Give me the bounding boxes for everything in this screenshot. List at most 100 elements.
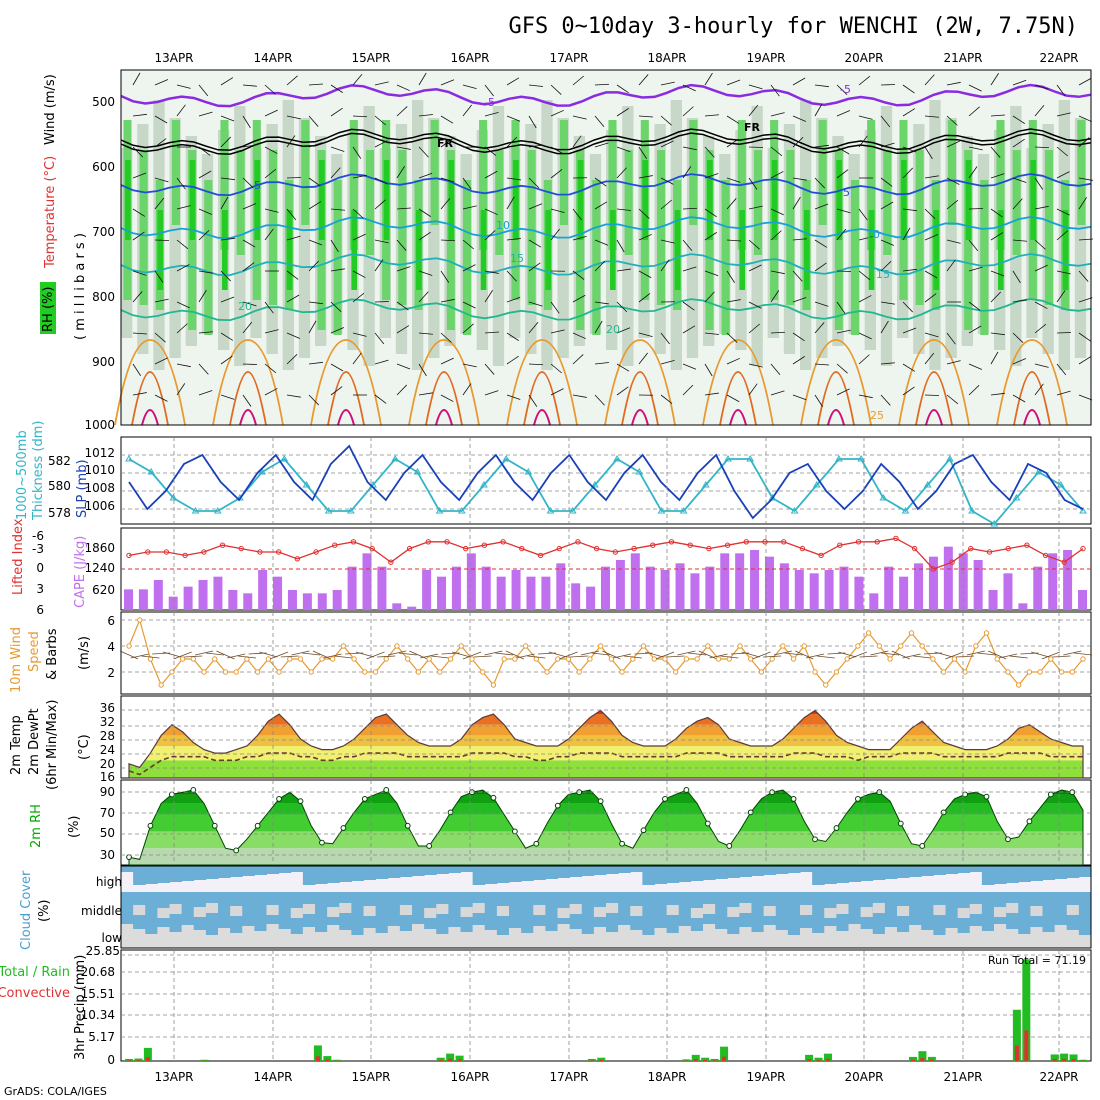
- wind-barb: [330, 268, 345, 272]
- temperature-area: [121, 709, 1091, 779]
- wind-barb: [550, 208, 565, 214]
- wind-speed-point: [565, 656, 572, 662]
- wind-barb: [330, 301, 342, 313]
- precip-total-bar: [927, 1056, 936, 1061]
- wind-barb-10m: [130, 653, 149, 659]
- precip-total-bar: [1069, 1054, 1078, 1061]
- precip-rain-label: Total / Rain: [0, 965, 70, 980]
- thickness-line-marker: [258, 468, 266, 475]
- temp-tick: 36: [100, 701, 115, 715]
- wind-barb: [726, 198, 737, 210]
- cloud-low-clear: [375, 933, 389, 948]
- cape-bars: [121, 546, 1091, 610]
- date-label: 21APR: [943, 1070, 982, 1084]
- wind-speed-point: [951, 656, 958, 662]
- cloud-high: [145, 866, 158, 884]
- wind-barb: [330, 239, 339, 253]
- cloud-high: [703, 866, 716, 880]
- pressure-tick: 800: [92, 290, 115, 304]
- wind-barb: [154, 138, 167, 148]
- cape-bar: [183, 586, 193, 610]
- rh-streak: [236, 150, 245, 255]
- precip-convective-bar: [1071, 1059, 1076, 1061]
- wind-barb: [704, 392, 719, 396]
- rh-streak: [836, 160, 843, 240]
- thickness-line-marker: [613, 455, 621, 462]
- wind-barb: [176, 177, 186, 190]
- precip-tick: 25.85: [86, 944, 120, 958]
- rh-point: [426, 843, 433, 849]
- cape-bar: [213, 576, 223, 610]
- wind-barb: [484, 390, 499, 396]
- wind-barb-10m: [194, 650, 214, 656]
- wind-barb: [396, 266, 411, 272]
- wind-barb: [704, 270, 719, 277]
- lifted-index-point: [145, 549, 151, 555]
- wind-barb: [836, 363, 848, 374]
- cloud-middle: [351, 892, 364, 920]
- cloud-low: [921, 920, 934, 930]
- rh-streak: [189, 160, 196, 240]
- wind-barb-10m: [280, 655, 299, 658]
- wind-barb: [814, 177, 826, 189]
- cloud-low: [436, 920, 449, 934]
- wind-barb: [770, 290, 780, 303]
- rh-point: [361, 796, 368, 802]
- wind-barb: [660, 81, 675, 86]
- wind-barb: [858, 135, 868, 148]
- cloud-middle: [884, 892, 898, 920]
- cape-bar: [601, 566, 610, 610]
- cloud-high: [351, 866, 364, 881]
- wind-barb: [1034, 323, 1047, 334]
- cloud-low: [909, 920, 922, 925]
- cloud-high: [848, 866, 862, 882]
- wind-barb: [440, 198, 451, 210]
- wind-speed-point: [1015, 682, 1022, 688]
- wind-barb: [440, 298, 455, 303]
- wind-barb: [616, 239, 625, 253]
- cloud-middle: [1018, 892, 1031, 920]
- wind-barb-10m: [398, 652, 417, 656]
- dewpoint-line: [128, 752, 1083, 776]
- temperature-isoline: [229, 371, 267, 426]
- wind-barb: [1078, 332, 1091, 342]
- cloud-high: [266, 866, 280, 874]
- wind-barb: [1012, 239, 1027, 242]
- wind-speed-point: [201, 669, 207, 675]
- wind-barb: [990, 291, 1002, 303]
- wind-barb: [902, 146, 917, 153]
- wind-speed-point: [480, 669, 486, 675]
- wind-barb: [660, 115, 672, 126]
- wind-barb: [198, 111, 213, 117]
- lifted-index-point: [874, 539, 880, 545]
- rh-streak: [980, 180, 989, 335]
- cloud-low: [897, 920, 910, 932]
- cloud-middle: [787, 892, 801, 920]
- wind-barb: [176, 239, 189, 250]
- wind-barb: [220, 296, 235, 303]
- cloud-low-clear: [909, 925, 922, 948]
- wind-barb: [352, 352, 362, 365]
- temp-unit-label: (°C): [77, 734, 92, 760]
- wind-barb: [748, 323, 760, 334]
- wind-barb: [1056, 230, 1068, 241]
- cloud-gap: [424, 908, 437, 918]
- cloud-gap: [994, 907, 1007, 917]
- wind-barb: [462, 239, 474, 250]
- wind-tick: 4: [107, 640, 115, 654]
- wind-barb: [946, 199, 959, 210]
- rh-band: [129, 848, 1083, 865]
- wind-barb: [704, 146, 715, 158]
- wind-barb: [594, 142, 609, 148]
- temperature-isoline: [719, 371, 757, 426]
- cloud-low: [945, 920, 959, 928]
- wind-barb: [506, 332, 519, 341]
- wind-barb: [924, 175, 939, 179]
- wind-barb: [836, 84, 848, 96]
- wind-speed-point: [823, 682, 829, 688]
- cloud-low: [533, 920, 546, 926]
- cloud-low-clear: [763, 925, 777, 948]
- cloud-axis-label: Cloud Cover: [19, 870, 34, 950]
- temperature-isoline: [120, 132, 1092, 155]
- pressure-tick: 1000: [84, 418, 115, 432]
